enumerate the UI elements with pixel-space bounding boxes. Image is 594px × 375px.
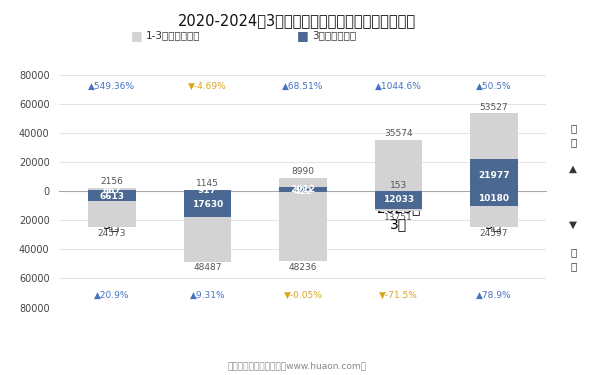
Bar (279, 191, 327, 192)
Text: 1145: 1145 (196, 179, 219, 188)
Text: 13751: 13751 (384, 213, 413, 222)
Bar (184, 190, 231, 191)
Text: 12033: 12033 (383, 195, 414, 204)
Text: ▼-71.5%: ▼-71.5% (379, 291, 418, 300)
Text: ▲78.9%: ▲78.9% (476, 291, 512, 300)
Bar (88, 191, 136, 227)
Text: ▲549.36%: ▲549.36% (89, 82, 135, 91)
Text: ■: ■ (131, 29, 143, 42)
Text: 17630: 17630 (192, 200, 223, 208)
Text: 制图：华经产业研究院（www.huaon.com）: 制图：华经产业研究院（www.huaon.com） (228, 362, 366, 370)
Text: 同比增速（%）: 同比增速（%） (501, 28, 548, 38)
Text: 3月（千美元）: 3月（千美元） (312, 31, 356, 40)
Text: ▲50.5%: ▲50.5% (476, 82, 512, 91)
Text: ▼: ▼ (569, 220, 577, 230)
Text: ■: ■ (297, 29, 309, 42)
Bar (375, 191, 422, 211)
Bar (470, 191, 518, 206)
Text: 6613: 6613 (99, 192, 124, 201)
Bar (375, 191, 422, 209)
Text: 24573: 24573 (97, 229, 126, 238)
Text: 2156: 2156 (100, 177, 124, 186)
Text: 153: 153 (390, 181, 407, 190)
Text: 2020-2024年3月江苏海安保税物流中心进、出口额: 2020-2024年3月江苏海安保税物流中心进、出口额 (178, 13, 416, 28)
Text: 8990: 8990 (292, 168, 314, 177)
Text: 出
口: 出 口 (570, 123, 576, 147)
Text: 917: 917 (198, 186, 217, 195)
Text: 48236: 48236 (289, 263, 317, 272)
Bar (470, 191, 518, 227)
Text: 24597: 24597 (480, 229, 508, 238)
Text: 21977: 21977 (478, 171, 510, 180)
Text: ▲68.51%: ▲68.51% (282, 82, 324, 91)
Text: 48487: 48487 (193, 264, 222, 273)
Text: 422: 422 (293, 187, 312, 196)
Text: 2912: 2912 (290, 184, 315, 194)
Bar (184, 190, 231, 191)
Bar (279, 187, 327, 191)
Bar (88, 190, 136, 191)
Text: 1-3月（千美元）: 1-3月（千美元） (146, 31, 200, 40)
Text: 进
口: 进 口 (570, 247, 576, 271)
Text: ▲9.31%: ▲9.31% (189, 291, 225, 300)
FancyBboxPatch shape (464, 16, 584, 49)
Text: 53527: 53527 (479, 103, 508, 112)
Text: ▲20.9%: ▲20.9% (94, 291, 129, 300)
Bar (279, 178, 327, 191)
Bar (470, 159, 518, 191)
Text: ▼-0.05%: ▼-0.05% (283, 291, 323, 300)
Text: ▼-4.69%: ▼-4.69% (188, 82, 227, 91)
Text: 867: 867 (103, 186, 121, 195)
Bar (88, 188, 136, 191)
Text: 10180: 10180 (478, 194, 510, 203)
Bar (470, 114, 518, 191)
Text: ▲1044.6%: ▲1044.6% (375, 82, 422, 91)
Bar (375, 140, 422, 191)
Bar (184, 191, 231, 217)
Text: ▲: ▲ (569, 164, 577, 174)
Bar (88, 191, 136, 201)
Bar (184, 191, 231, 262)
Bar (279, 191, 327, 261)
Text: 35574: 35574 (384, 129, 413, 138)
